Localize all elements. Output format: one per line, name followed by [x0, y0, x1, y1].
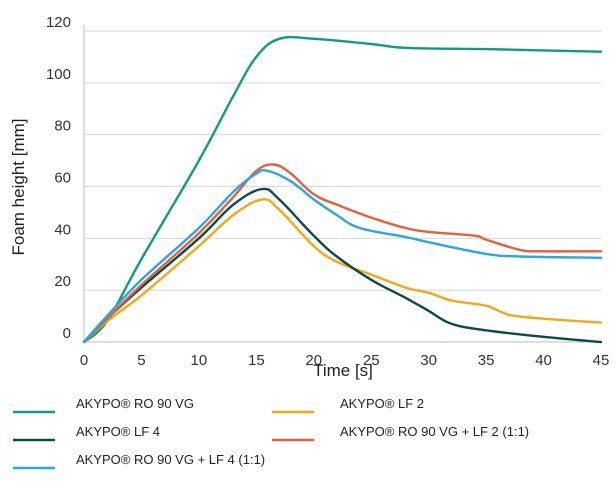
- x-tick-label: 10: [191, 352, 208, 369]
- x-tick-label: 40: [535, 352, 552, 369]
- y-tick-label: 120: [46, 14, 71, 31]
- series-line-2: [82, 198, 603, 344]
- x-tick-label: 45: [593, 352, 610, 369]
- series-line-1: [82, 35, 603, 344]
- gridlines: [84, 30, 601, 291]
- tick-labels: 0 20 40 60 80 100 120 0 5 10 15 20 25 30 35 40 45: [46, 14, 609, 369]
- x-tick-label: 5: [137, 352, 145, 369]
- series-line-5: [82, 168, 603, 344]
- y-tick-label: 80: [54, 118, 71, 135]
- x-tick-label: 35: [478, 352, 495, 369]
- legend-label: AKYPO® RO 90 VG: [76, 396, 194, 411]
- series-line-4: [82, 163, 603, 344]
- x-tick-label: 30: [420, 352, 437, 369]
- legend-label: AKYPO® RO 90 VG + LF 4 (1:1): [76, 452, 265, 467]
- axes: [83, 25, 601, 343]
- x-tick-label: 0: [80, 352, 88, 369]
- y-tick-label: 60: [54, 170, 71, 187]
- legend-label: AKYPO® LF 2: [340, 396, 424, 411]
- series-lines: [82, 35, 603, 344]
- series-line-3: [82, 187, 603, 344]
- legend-label: AKYPO® LF 4: [76, 424, 160, 439]
- x-axis-title: Time [s]: [313, 361, 373, 380]
- y-tick-label: 100: [46, 66, 71, 83]
- x-tick-label: 25: [363, 352, 380, 369]
- y-tick-label: 20: [54, 273, 71, 290]
- x-tick-label: 20: [305, 352, 322, 369]
- x-tick-label: 15: [248, 352, 265, 369]
- legend: AKYPO® RO 90 VG AKYPO® LF 2 AKYPO® LF 4 AKY…: [13, 396, 529, 470]
- legend-label: AKYPO® RO 90 VG + LF 2 (1:1): [340, 424, 529, 439]
- y-tick-label: 0: [63, 325, 71, 342]
- y-axis-title: Foam height [mm]: [9, 119, 28, 256]
- y-tick-label: 40: [54, 221, 71, 238]
